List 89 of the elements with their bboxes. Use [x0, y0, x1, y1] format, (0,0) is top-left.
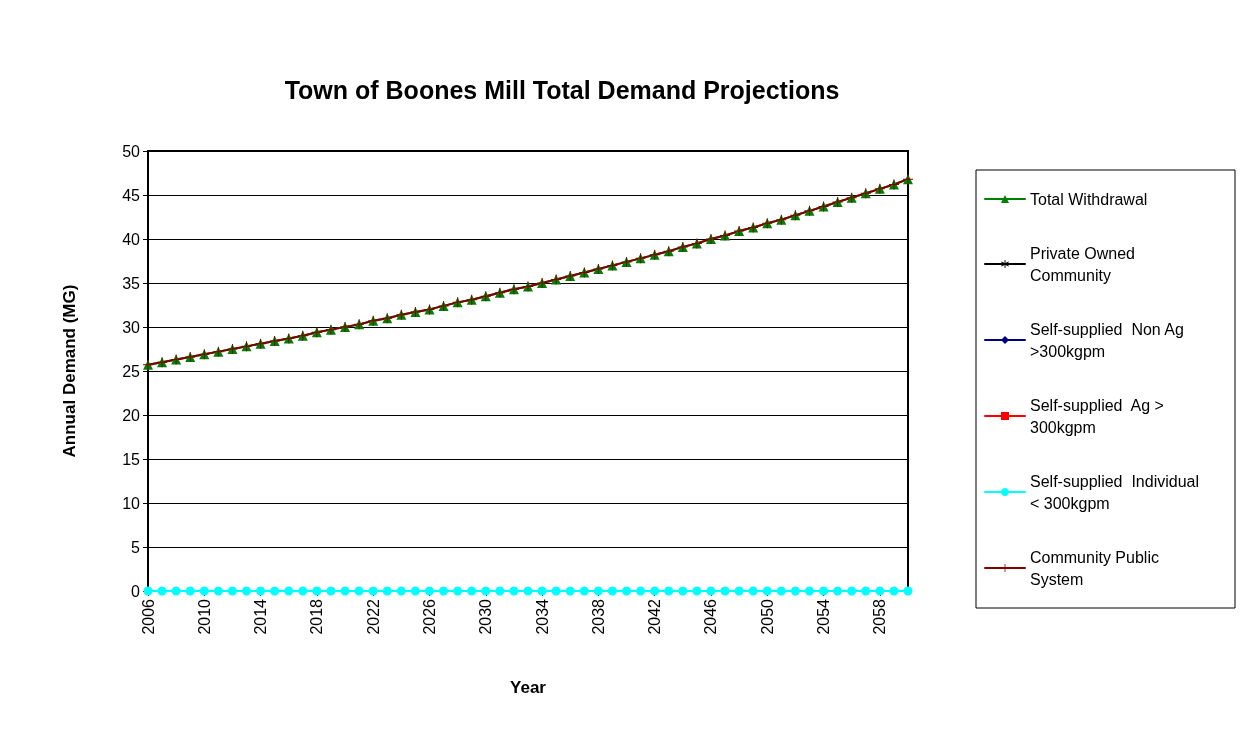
point — [748, 586, 758, 596]
point — [579, 586, 589, 596]
point — [833, 586, 843, 596]
legend-label: Self-supplied Non Ag >300kgpm — [1030, 320, 1189, 360]
point — [326, 586, 336, 596]
y-tick-label: 10 — [122, 494, 141, 512]
chart-title: Town of Boones Mill Total Demand Projections — [284, 75, 840, 104]
y-tick-label: 5 — [131, 538, 141, 556]
point — [284, 586, 294, 596]
point — [453, 586, 463, 596]
legend-label: Self-supplied Ag > 300kgpm — [1030, 396, 1169, 436]
point — [185, 586, 195, 596]
point — [368, 586, 378, 596]
point — [790, 586, 800, 596]
point — [171, 586, 181, 596]
point — [312, 586, 322, 596]
y-tick-label: 30 — [122, 318, 141, 336]
point — [354, 586, 364, 596]
x-tick-label: 2046 — [702, 598, 720, 635]
point — [410, 586, 420, 596]
point — [509, 586, 519, 596]
legend-label: Self-supplied Individual < 300kgpm — [1030, 472, 1204, 512]
point — [720, 586, 730, 596]
y-axis-title: Annual Demand (MG) — [60, 284, 79, 458]
y-tick-label: 50 — [122, 142, 141, 160]
point — [270, 586, 280, 596]
point — [903, 586, 913, 596]
point — [396, 586, 406, 596]
point — [467, 586, 477, 596]
point — [706, 586, 716, 596]
point — [622, 586, 632, 596]
point — [804, 586, 814, 596]
x-tick-label: 2050 — [758, 598, 776, 635]
x-tick-label: 2010 — [195, 598, 213, 635]
x-tick-label: 2006 — [139, 598, 157, 635]
legend-label: Private Owned Community — [1030, 244, 1140, 284]
x-tick-label: 2022 — [364, 598, 382, 635]
y-tick-label: 35 — [122, 274, 141, 292]
legend-label: Community Public System — [1030, 548, 1164, 588]
point — [889, 586, 899, 596]
point — [819, 586, 829, 596]
point — [593, 586, 603, 596]
point — [199, 586, 209, 596]
point — [537, 586, 547, 596]
x-tick-label: 2054 — [815, 598, 833, 635]
point — [227, 586, 237, 596]
legend-label: Total Withdrawal — [1030, 190, 1148, 208]
y-tick-label: 40 — [122, 230, 141, 248]
point — [636, 586, 646, 596]
y-tick-label: 25 — [122, 362, 141, 380]
point — [157, 586, 167, 596]
x-tick-label: 2058 — [871, 598, 889, 635]
x-tick-label: 2026 — [420, 598, 438, 635]
x-tick-label: 2034 — [533, 598, 551, 635]
point — [256, 586, 266, 596]
point — [762, 586, 772, 596]
y-tick-label: 15 — [122, 450, 141, 468]
point — [523, 586, 533, 596]
y-tick-label: 0 — [131, 582, 141, 600]
y-tick-label: 45 — [122, 186, 141, 204]
x-tick-label: 2042 — [646, 598, 664, 635]
point — [551, 586, 561, 596]
point — [847, 586, 857, 596]
point — [692, 586, 702, 596]
x-tick-label: 2014 — [252, 598, 270, 635]
point — [424, 586, 434, 596]
point — [678, 586, 688, 596]
point — [776, 586, 786, 596]
point — [298, 586, 308, 596]
point — [382, 586, 392, 596]
point — [565, 586, 575, 596]
point — [340, 586, 350, 596]
point — [495, 586, 505, 596]
x-tick-label: 2018 — [308, 598, 326, 635]
point — [439, 586, 449, 596]
point — [734, 586, 744, 596]
point — [861, 586, 871, 596]
point — [664, 586, 674, 596]
y-tick-label: 20 — [122, 406, 141, 424]
point — [213, 586, 223, 596]
point — [481, 586, 491, 596]
x-axis-title: Year — [510, 678, 547, 697]
x-tick-label: 2038 — [589, 598, 607, 635]
x-tick-label: 2030 — [477, 598, 495, 635]
point — [650, 586, 660, 596]
point — [607, 586, 617, 596]
point — [143, 586, 153, 596]
point — [875, 586, 885, 596]
point — [242, 586, 252, 596]
